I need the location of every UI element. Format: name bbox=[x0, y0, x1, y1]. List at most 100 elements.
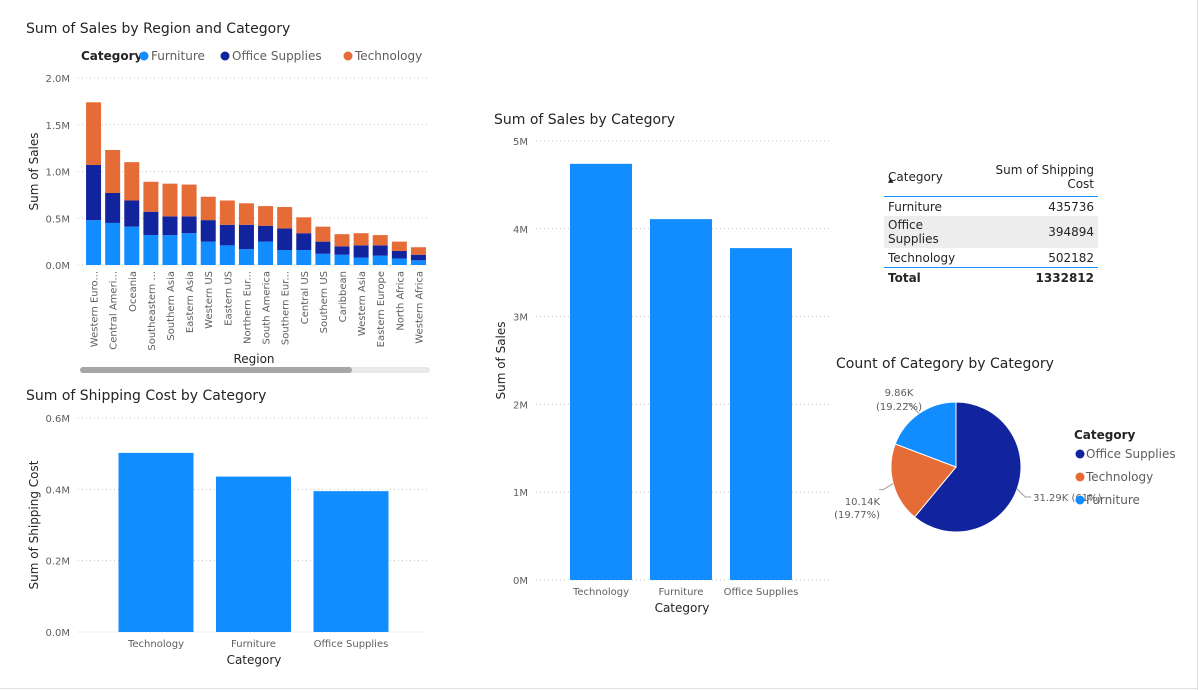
bar-segment bbox=[277, 250, 293, 265]
bar-segment bbox=[181, 184, 197, 217]
legend-marker-0 bbox=[1075, 449, 1085, 459]
bar-segment bbox=[334, 254, 350, 265]
sales-chart[interactable]: Sum of Sales by Category 0M 1M 2M 3M 4M 5M Tec… bbox=[480, 100, 840, 625]
bar-segment bbox=[258, 206, 274, 226]
y-axis-title: Sum of Sales bbox=[494, 321, 508, 399]
table-row[interactable]: Technology 502182 bbox=[884, 248, 1098, 268]
bar-segment bbox=[353, 245, 369, 258]
region-chart[interactable]: Sum of Sales by Region and Category Cate… bbox=[0, 0, 440, 380]
bar-segment bbox=[143, 235, 159, 265]
x-tick-label: Technology bbox=[127, 639, 184, 650]
region-chart-title: Sum of Sales by Region and Category bbox=[26, 21, 291, 37]
x-tick-label: Office Supplies bbox=[314, 639, 389, 650]
bar-segment bbox=[296, 233, 312, 251]
shipping-chart-title: Sum of Shipping Cost by Category bbox=[26, 388, 267, 404]
table-header-category[interactable]: Category ▲ bbox=[884, 160, 977, 197]
bar-segment bbox=[334, 234, 350, 247]
pie-data-label: 31.29K (61%) bbox=[1033, 493, 1101, 504]
bar-segment bbox=[258, 225, 274, 242]
bar-segment bbox=[277, 207, 293, 229]
bar-segment bbox=[238, 249, 254, 265]
y-tick-label: 3M bbox=[513, 313, 528, 324]
x-tick-label: Central Ameri... bbox=[109, 271, 120, 350]
y-tick-label: 2M bbox=[513, 400, 528, 411]
x-tick-label: Southeastern ... bbox=[147, 271, 158, 351]
bar-segment bbox=[334, 246, 350, 255]
bar-segment bbox=[296, 217, 312, 234]
legend-marker-1 bbox=[1075, 472, 1085, 482]
bar-segment bbox=[181, 233, 197, 265]
bar-segment bbox=[372, 245, 388, 256]
x-tick-label: Western US bbox=[204, 271, 215, 329]
legend-label-2: Technology bbox=[354, 49, 422, 63]
table-cell-category: Furniture bbox=[888, 199, 942, 214]
y-tick-label: 0.0M bbox=[45, 628, 70, 639]
bar-segment bbox=[86, 102, 102, 165]
canvas-right-edge bbox=[1197, 0, 1198, 690]
pie-leader-line bbox=[1016, 488, 1032, 498]
pie-slice-0 bbox=[913, 401, 1022, 533]
bar-segment bbox=[200, 241, 216, 265]
canvas-bottom-edge bbox=[0, 688, 1197, 689]
x-axis-title: Category bbox=[227, 653, 282, 667]
legend-label-1: Technology bbox=[1085, 470, 1153, 484]
bar-segment bbox=[315, 226, 331, 242]
bar-segment bbox=[410, 247, 426, 255]
bar bbox=[650, 219, 712, 580]
y-tick-label: 0.2M bbox=[45, 557, 70, 568]
sort-ascending-icon[interactable]: ▲ bbox=[888, 176, 894, 184]
bar-segment bbox=[238, 224, 254, 250]
legend-marker-2 bbox=[343, 51, 353, 61]
bar-segment bbox=[391, 250, 407, 259]
bar-segment bbox=[372, 255, 388, 265]
x-tick-label: Eastern Europe bbox=[376, 271, 387, 347]
y-tick-label: 2.0M bbox=[45, 74, 70, 85]
x-tick-label: Office Supplies bbox=[724, 587, 799, 598]
region-scrollbar-thumb[interactable] bbox=[80, 367, 352, 373]
shipping-table[interactable]: Category ▲ Sum of Shipping Cost Furnitur… bbox=[884, 160, 1098, 287]
table-row[interactable]: Furniture 435736 bbox=[884, 197, 1098, 217]
bar-segment bbox=[219, 245, 235, 265]
pie-leader-line bbox=[903, 402, 920, 414]
bar-segment bbox=[105, 149, 121, 194]
bar bbox=[118, 452, 194, 632]
bar-segment bbox=[162, 216, 178, 236]
shipping-chart-svg: 0.0M 0.2M 0.4M 0.6M Technology Furniture Offic… bbox=[27, 414, 430, 667]
pie-data-label: 9.86K bbox=[885, 388, 914, 399]
bar-segment bbox=[391, 258, 407, 265]
x-tick-label: Caribbean bbox=[338, 271, 349, 322]
table-header-shipping-cost[interactable]: Sum of Shipping Cost bbox=[976, 160, 1098, 197]
legend-title: Category bbox=[1074, 428, 1136, 442]
bar bbox=[570, 163, 632, 580]
legend-label-0: Furniture bbox=[151, 49, 205, 63]
bar-segment bbox=[105, 193, 121, 223]
bar-segment bbox=[162, 183, 178, 217]
x-tick-label: Furniture bbox=[231, 639, 276, 650]
table-total-row: Total 1332812 bbox=[884, 267, 1098, 287]
y-tick-label: 0.0M bbox=[45, 261, 70, 272]
bar-segment bbox=[124, 226, 140, 265]
pie-chart-title: Count of Category by Category bbox=[836, 356, 1054, 372]
table-row[interactable]: Office Supplies 394894 bbox=[884, 216, 1098, 248]
x-tick-label: Western Africa bbox=[414, 271, 425, 344]
x-tick-label: Oceania bbox=[128, 271, 139, 312]
bar bbox=[313, 491, 389, 632]
bar-segment bbox=[258, 241, 274, 265]
legend-label-2: Furniture bbox=[1086, 493, 1140, 507]
bar bbox=[730, 248, 792, 580]
x-tick-label: Technology bbox=[572, 587, 629, 598]
bar-segment bbox=[86, 164, 102, 221]
pie-chart[interactable]: Count of Category by Category 31.29K (61… bbox=[830, 350, 1192, 560]
y-tick-label: 0.4M bbox=[45, 485, 70, 496]
bar-segment bbox=[391, 241, 407, 251]
shipping-chart[interactable]: Sum of Shipping Cost by Category 0.0M 0.2… bbox=[0, 380, 440, 680]
x-axis-title: Category bbox=[655, 601, 710, 615]
y-axis-title: Sum of Shipping Cost bbox=[27, 460, 41, 589]
bar-segment bbox=[219, 200, 235, 225]
legend-title: Category bbox=[81, 49, 143, 63]
pie-leader-line bbox=[879, 483, 894, 491]
table-total-value: 1332812 bbox=[976, 267, 1098, 287]
x-tick-label: North Africa bbox=[395, 271, 406, 331]
y-tick-label: 1.0M bbox=[45, 168, 70, 179]
x-tick-label: Central US bbox=[300, 271, 311, 324]
